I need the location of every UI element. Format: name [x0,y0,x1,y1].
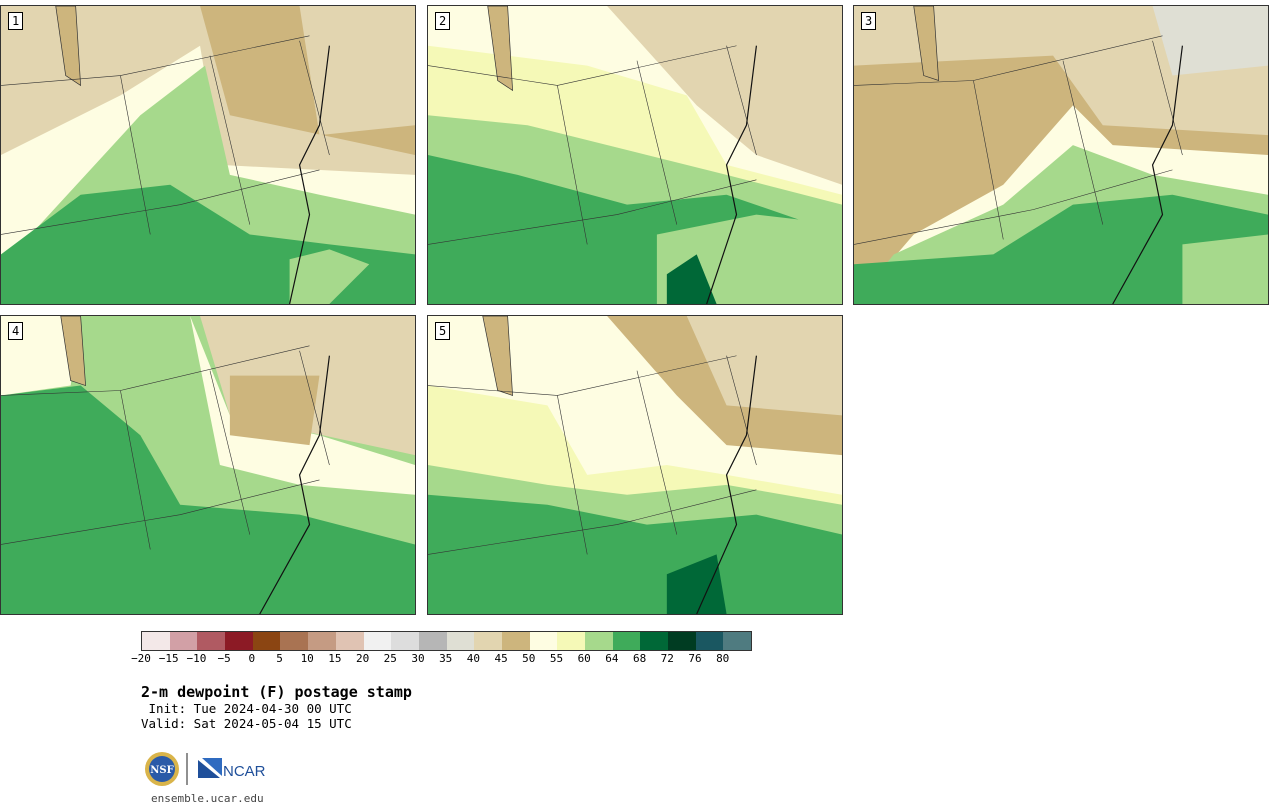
colorbar-segment [557,632,585,650]
colorbar-tick: 76 [688,652,702,665]
colorbar-tick-labels: −20 −15 −10 −5 0 5 10 15 20 25 30 35 40 45 50 55 60 64 68 7… [131,652,757,668]
colorbar-segment [529,632,558,650]
colorbar-tick: 40 [466,652,481,665]
colorbar-tick: 55 [549,652,564,665]
colorbar-segment [142,632,170,650]
colorbar-tick: 72 [660,652,674,665]
map-panel-2: 2 [427,5,843,305]
colorbar-tick: 0 [248,652,256,665]
colorbar-segment [695,632,724,650]
colorbar-segment [197,632,226,650]
colorbar-tick: 15 [328,652,342,665]
colorbar-tick: 68 [632,652,647,665]
colorbar-segment [391,632,419,650]
map-panel-1: 1 [0,5,416,305]
colorbar-tick: 50 [522,652,536,665]
colorbar-segment [335,632,364,650]
colorbar-tick: 10 [300,652,314,665]
dewpoint-map-1 [1,6,415,304]
colorbar-tick: 30 [411,652,425,665]
dewpoint-map-3 [854,6,1268,304]
site-url: ensemble.ucar.edu [151,792,264,805]
colorbar-segment [363,632,392,650]
colorbar-segment [640,632,669,650]
colorbar-tick: 35 [439,652,453,665]
colorbar-tick: 80 [716,652,730,665]
panel-number: 3 [861,12,877,30]
colorbar-segment [474,632,502,650]
colorbar-tick: 5 [276,652,283,665]
panel-number: 5 [435,322,451,340]
colorbar-segment [418,632,447,650]
colorbar-segment [585,632,613,650]
colorbar-tick: −15 [158,652,179,665]
colorbar-tick: 60 [577,652,591,665]
colorbar-segment [723,632,752,650]
colorbar-segment [612,632,641,650]
colorbar-tick: 25 [383,652,397,665]
colorbar-segment [169,632,198,650]
colorbar-segment [446,632,475,650]
page-title: 2-m dewpoint (F) postage stamp [141,683,412,701]
dewpoint-colorbar [141,631,753,651]
map-panel-5: 5 [427,315,843,615]
panel-number: 2 [435,12,451,30]
panel-number: 1 [8,12,24,30]
map-panel-3: 3 [853,5,1269,305]
colorbar-tick: −20 [131,652,151,665]
dewpoint-map-5 [428,316,842,614]
dewpoint-map-2 [428,6,842,304]
logos: NSF NCAR [144,750,274,788]
nsf-logo-text: NSF [150,765,173,776]
panel-number: 4 [8,322,24,340]
colorbar-tick: 45 [494,652,508,665]
colorbar-tick: −10 [186,652,207,665]
dewpoint-map-4 [1,316,415,614]
colorbar-segment [280,632,309,650]
map-panel-4: 4 [0,315,416,615]
colorbar-segment [252,632,281,650]
colorbar-segment [308,632,336,650]
colorbar-segment [501,632,530,650]
colorbar-segment [668,632,696,650]
ncar-logo-text: NCAR [223,763,266,780]
init-time: Init: Tue 2024-04-30 00 UTC [141,701,352,716]
nsf-ncar-logo-icon: NSF NCAR [145,752,266,786]
valid-time: Valid: Sat 2024-05-04 15 UTC [141,716,352,731]
colorbar-tick: −5 [217,652,231,665]
colorbar-tick: 20 [355,652,370,665]
colorbar-segment [225,632,253,650]
colorbar-tick: 64 [605,652,619,665]
